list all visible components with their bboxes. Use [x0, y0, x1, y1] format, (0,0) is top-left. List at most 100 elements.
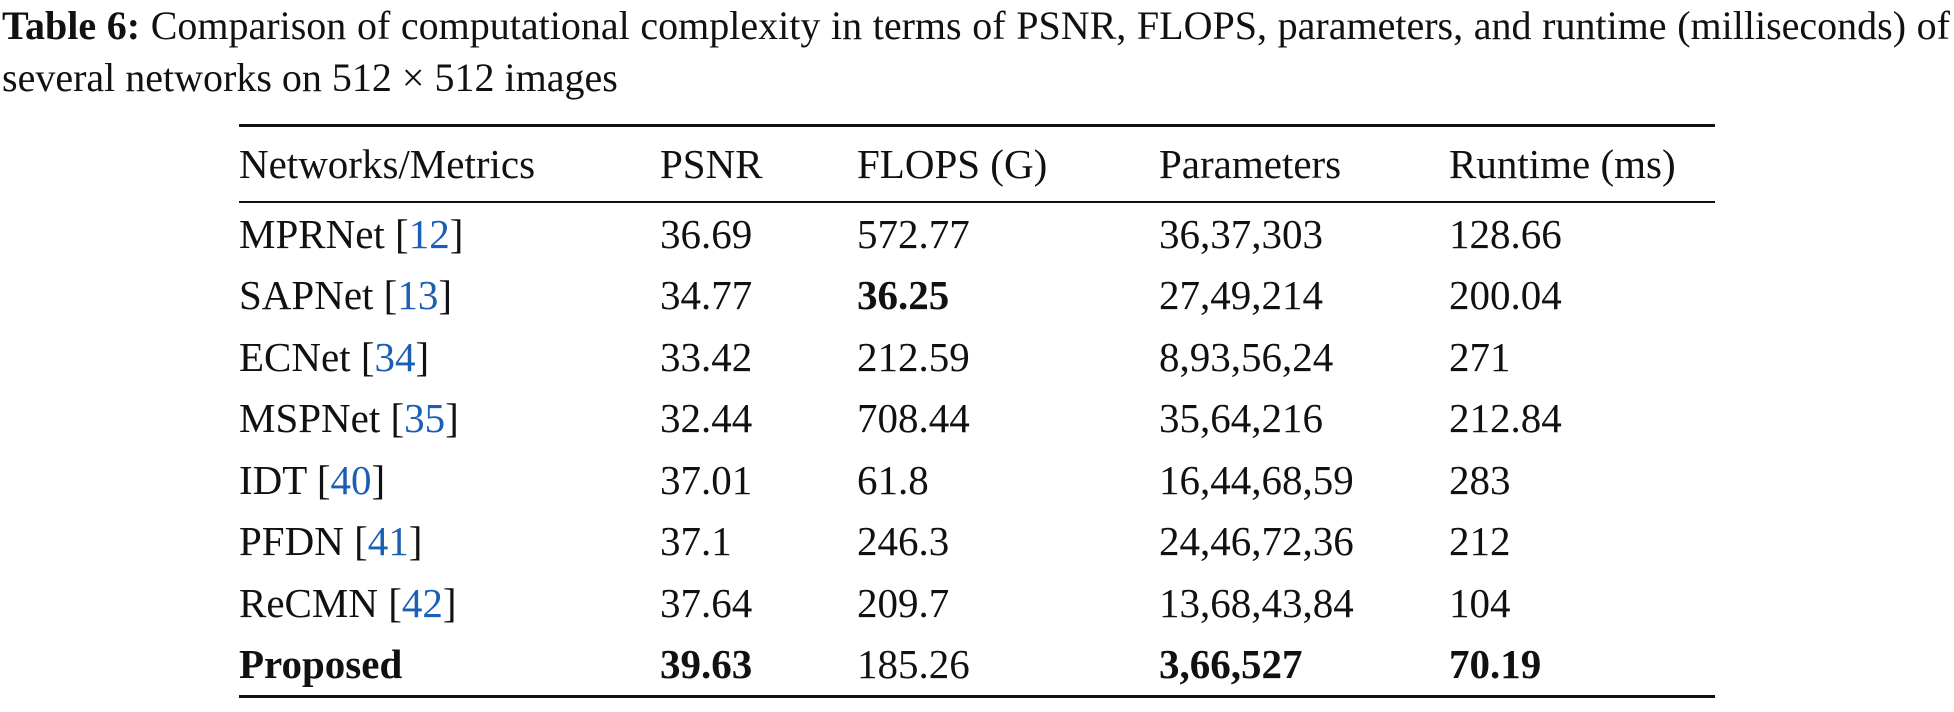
table-row: PFDN [41] 37.1 246.3 24,46,72,36 212: [239, 511, 1715, 573]
header-cell: FLOPS (G): [857, 124, 1159, 203]
cell-text: 27,49,214: [1159, 272, 1323, 319]
cell-text: 128.66: [1449, 210, 1562, 257]
value-cell: 39.63: [660, 633, 857, 698]
cell-text: 37.01: [660, 456, 753, 503]
value-cell: 212.84: [1449, 388, 1715, 450]
table-row: MSPNet [35] 32.44 708.44 35,64,216 212.84: [239, 388, 1715, 450]
header-text: Parameters: [1159, 141, 1342, 187]
header-text: Runtime (ms): [1449, 141, 1676, 187]
value-cell: 271: [1449, 326, 1715, 388]
value-cell: 37.1: [660, 511, 857, 573]
value-cell: 35,64,216: [1159, 388, 1449, 450]
network-cell: MSPNet [35]: [239, 388, 660, 450]
table-row: SAPNet [13] 34.77 36.25 27,49,214 200.04: [239, 265, 1715, 327]
value-cell: 128.66: [1449, 202, 1715, 265]
cell-text: 185.26: [857, 641, 970, 688]
network-name: SAPNet [: [239, 272, 398, 319]
network-cell: ReCMN [42]: [239, 572, 660, 634]
header-row: Networks/Metrics PSNR FLOPS (G) Parameters R…: [239, 124, 1715, 203]
network-name: ]: [449, 210, 464, 257]
cell-text: 36,37,303: [1159, 210, 1323, 257]
header-cell: Runtime (ms): [1449, 124, 1715, 203]
cell-text: 271: [1449, 333, 1511, 380]
network-name: PFDN [: [239, 518, 368, 565]
caption-label: Table 6:: [2, 3, 141, 48]
cell-text: 572.77: [857, 210, 970, 257]
cell-text: 283: [1449, 456, 1511, 503]
value-cell: 36.25: [857, 265, 1159, 327]
network-name: ReCMN [: [239, 579, 402, 626]
network-name: IDT [: [239, 456, 331, 503]
cell-text: 3,66,527: [1159, 641, 1303, 688]
cell-text: 36.25: [857, 272, 950, 319]
value-cell: 185.26: [857, 633, 1159, 698]
network-cell: MPRNet [12]: [239, 202, 660, 265]
citation: 41: [367, 518, 409, 565]
value-cell: 24,46,72,36: [1159, 511, 1449, 573]
cell-text: 104: [1449, 579, 1511, 626]
table-row: IDT [40] 37.01 61.8 16,44,68,59 283: [239, 449, 1715, 511]
value-cell: 37.01: [660, 449, 857, 511]
header-cell: Parameters: [1159, 124, 1449, 203]
value-cell: 13,68,43,84: [1159, 572, 1449, 634]
table-row: ReCMN [42] 37.64 209.7 13,68,43,84 104: [239, 572, 1715, 634]
network-cell: IDT [40]: [239, 449, 660, 511]
value-cell: 32.44: [660, 388, 857, 450]
header-cell: PSNR: [660, 124, 857, 203]
table-row: MPRNet [12] 36.69 572.77 36,37,303 128.66: [239, 202, 1715, 265]
header-text: FLOPS (G): [857, 141, 1048, 187]
table-row: ECNet [34] 33.42 212.59 8,93,56,24 271: [239, 326, 1715, 388]
value-cell: 8,93,56,24: [1159, 326, 1449, 388]
header-cell: Networks/Metrics: [239, 124, 660, 203]
network-cell: Proposed: [239, 633, 660, 698]
cell-text: 70.19: [1449, 641, 1542, 688]
citation: 13: [397, 272, 439, 319]
cell-text: 212.84: [1449, 395, 1562, 442]
network-cell: SAPNet [13]: [239, 265, 660, 327]
network-name: ]: [415, 333, 430, 380]
value-cell: 246.3: [857, 511, 1159, 573]
cell-text: 33.42: [660, 333, 753, 380]
cell-text: 212.59: [857, 333, 970, 380]
cell-text: 708.44: [857, 395, 970, 442]
cell-text: 24,46,72,36: [1159, 518, 1354, 565]
network-name: ]: [408, 518, 423, 565]
cell-text: 39.63: [660, 641, 753, 688]
value-cell: 34.77: [660, 265, 857, 327]
table: Networks/Metrics PSNR FLOPS (G) Parameters R…: [239, 124, 1715, 698]
network-name: ]: [445, 395, 459, 442]
value-cell: 36,37,303: [1159, 202, 1449, 265]
value-cell: 61.8: [857, 449, 1159, 511]
network-name: Proposed: [239, 641, 403, 688]
cell-text: 13,68,43,84: [1159, 579, 1354, 626]
network-name: ECNet [: [239, 333, 375, 380]
header-text: Networks/Metrics: [239, 141, 536, 187]
network-cell: ECNet [34]: [239, 326, 660, 388]
network-name: MPRNet [: [239, 210, 409, 257]
citation: 42: [401, 579, 443, 626]
value-cell: 3,66,527: [1159, 633, 1449, 698]
cell-text: 34.77: [660, 272, 753, 319]
value-cell: 200.04: [1449, 265, 1715, 327]
citation: 34: [374, 333, 416, 380]
cell-text: 246.3: [857, 518, 950, 565]
caption-text: Comparison of computational complexity i…: [2, 3, 1951, 100]
citation: 35: [404, 395, 446, 442]
cell-text: 37.64: [660, 579, 753, 626]
table-body: MPRNet [12] 36.69 572.77 36,37,303 128.66 SAP…: [239, 202, 1715, 698]
cell-text: 36.69: [660, 210, 753, 257]
network-cell: PFDN [41]: [239, 511, 660, 573]
value-cell: 209.7: [857, 572, 1159, 634]
value-cell: 70.19: [1449, 633, 1715, 698]
network-name: ]: [438, 272, 452, 319]
cell-text: 32.44: [660, 395, 753, 442]
cell-text: 37.1: [660, 518, 732, 565]
value-cell: 212: [1449, 511, 1715, 573]
cell-text: 212: [1449, 518, 1511, 565]
value-cell: 37.64: [660, 572, 857, 634]
value-cell: 33.42: [660, 326, 857, 388]
value-cell: 16,44,68,59: [1159, 449, 1449, 511]
cell-text: 209.7: [857, 579, 950, 626]
network-name: MSPNet [: [239, 395, 405, 442]
value-cell: 36.69: [660, 202, 857, 265]
